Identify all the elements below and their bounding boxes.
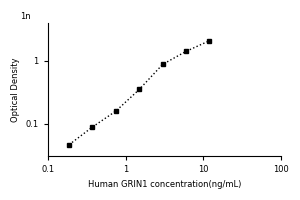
Y-axis label: Optical Density: Optical Density xyxy=(11,57,20,122)
Text: 1n: 1n xyxy=(20,12,31,21)
X-axis label: Human GRIN1 concentration(ng/mL): Human GRIN1 concentration(ng/mL) xyxy=(88,180,241,189)
